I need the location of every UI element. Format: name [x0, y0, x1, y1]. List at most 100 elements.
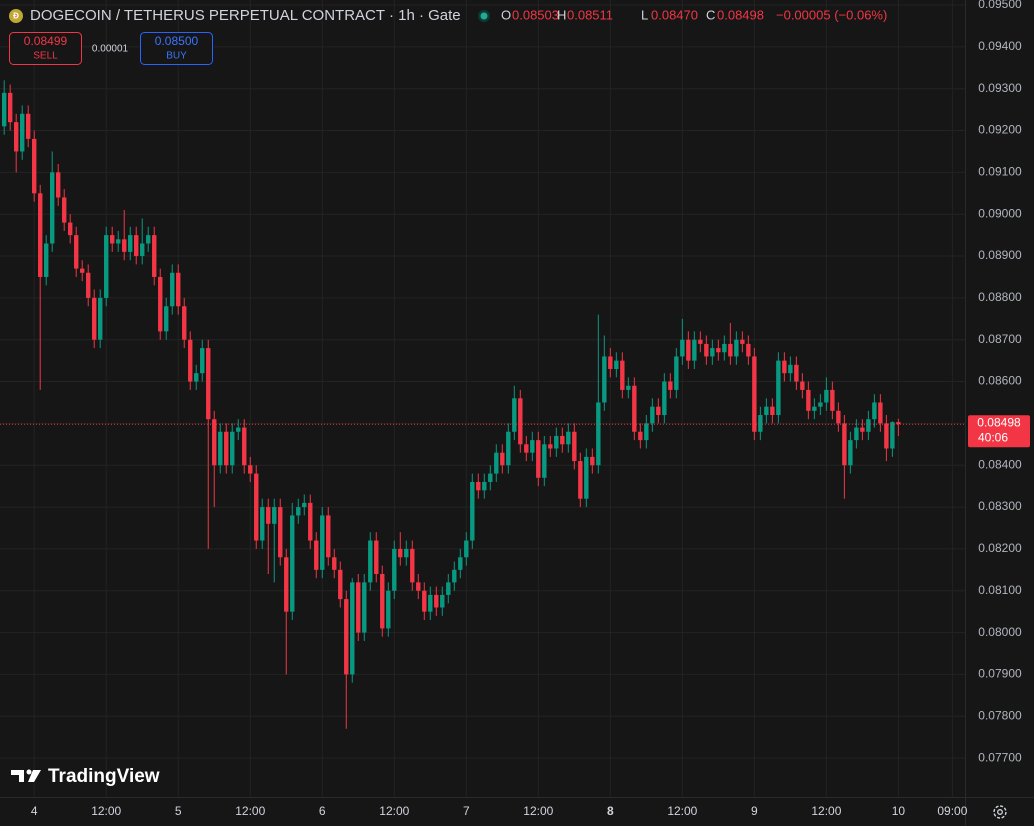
candle-body — [626, 385, 631, 390]
price-tag — [968, 415, 1030, 448]
brand-logo — [11, 769, 41, 782]
candle-body — [638, 431, 643, 441]
candle-body — [506, 431, 511, 466]
candle-body — [296, 507, 301, 516]
buy-label[interactable]: BUY — [166, 51, 187, 62]
candle-body — [284, 557, 289, 612]
candle-body — [890, 422, 895, 449]
brand-name: TradingView — [48, 766, 160, 787]
candle-body — [230, 431, 235, 466]
candle-body — [500, 452, 505, 466]
x-tick-label: 7 — [463, 804, 470, 818]
y-tick-label: 0.09400 — [978, 39, 1022, 53]
candle-body — [116, 239, 121, 244]
change: −0.00005 (−0.06%) — [776, 7, 887, 22]
y-tick-label: 0.09200 — [978, 123, 1022, 137]
candle-body — [326, 515, 331, 558]
candle-body — [320, 515, 325, 570]
candle-body — [236, 427, 241, 432]
candle-body — [482, 481, 487, 491]
candle-body — [608, 356, 613, 370]
candle-body — [290, 515, 295, 612]
candle-body — [602, 356, 607, 403]
candle-body — [104, 235, 109, 298]
candle-body — [452, 569, 457, 583]
candle-body — [662, 381, 667, 416]
x-tick-label: 6 — [319, 804, 326, 818]
candle-body — [56, 172, 61, 198]
x-tick-label: 8 — [607, 804, 614, 818]
candle-body — [266, 507, 271, 524]
y-tick-label: 0.07900 — [978, 667, 1022, 681]
candle-body — [470, 481, 475, 541]
candle-body — [860, 427, 865, 432]
buy-button[interactable] — [140, 32, 213, 65]
candle-body — [416, 582, 421, 591]
candle-body — [332, 557, 337, 570]
candle-body — [110, 235, 115, 244]
candle-body — [80, 268, 85, 273]
candle-body — [536, 440, 541, 478]
candle-body — [476, 481, 481, 491]
candle-body — [86, 272, 91, 298]
candle-body — [20, 113, 25, 152]
buy-price[interactable]: 0.08500 — [155, 34, 199, 48]
candle-body — [62, 197, 67, 223]
settings-icon[interactable] — [993, 805, 1007, 819]
candle-body — [884, 423, 889, 449]
sell-price[interactable]: 0.08499 — [24, 34, 68, 48]
candle-body — [362, 582, 367, 633]
x-tick-label: 09:00 — [937, 804, 967, 818]
candle-body — [224, 431, 229, 466]
candle-body — [530, 440, 535, 453]
spread: 0.00001 — [92, 44, 129, 55]
y-tick-label: 0.09500 — [978, 0, 1022, 11]
overlay: Ð DOGECOIN / TETHERUS PERPETUAL CONTRACT… — [9, 7, 1030, 819]
candle-body — [308, 502, 313, 541]
candle-body — [488, 473, 493, 482]
candle-body — [542, 444, 547, 478]
candle-body — [272, 507, 277, 524]
y-tick-label: 0.07700 — [978, 750, 1022, 764]
candle-body — [32, 138, 37, 194]
candle-body — [854, 427, 859, 441]
candle-body — [164, 306, 169, 332]
x-tick-label: 9 — [751, 804, 758, 818]
candle-body — [440, 594, 445, 608]
candle-body — [2, 92, 7, 127]
candle-body — [836, 410, 841, 424]
candle-body — [350, 582, 355, 675]
candle-body — [596, 402, 601, 466]
candle-body — [68, 222, 73, 236]
x-tick-label: 10 — [892, 804, 906, 818]
candle-body — [260, 507, 265, 541]
candle-body — [524, 444, 529, 453]
candle-body — [878, 402, 883, 424]
candle-body — [152, 235, 157, 277]
candle-body — [146, 235, 151, 244]
candle-body — [158, 276, 163, 332]
candle-body — [374, 540, 379, 575]
candle-body — [446, 582, 451, 595]
candle-body — [242, 427, 247, 466]
candle-body — [734, 339, 739, 357]
ohlc-value: 0.08470 — [651, 7, 698, 22]
candle-body — [824, 389, 829, 403]
candle-body — [896, 422, 901, 425]
x-tick-label: 12:00 — [523, 804, 553, 818]
x-tick-label: 12:00 — [235, 804, 265, 818]
candle-body — [200, 348, 205, 374]
sell-button[interactable] — [9, 32, 82, 65]
y-tick-label: 0.08300 — [978, 499, 1022, 513]
candle-body — [38, 193, 43, 277]
candle-body — [44, 243, 49, 277]
candle-body — [866, 419, 871, 432]
candle-body — [170, 272, 175, 307]
status-dot — [480, 12, 488, 20]
candle-body — [800, 381, 805, 390]
candle-body — [410, 548, 415, 583]
sell-label[interactable]: SELL — [33, 51, 58, 62]
candle-body — [632, 385, 637, 432]
candle-body — [422, 590, 427, 612]
